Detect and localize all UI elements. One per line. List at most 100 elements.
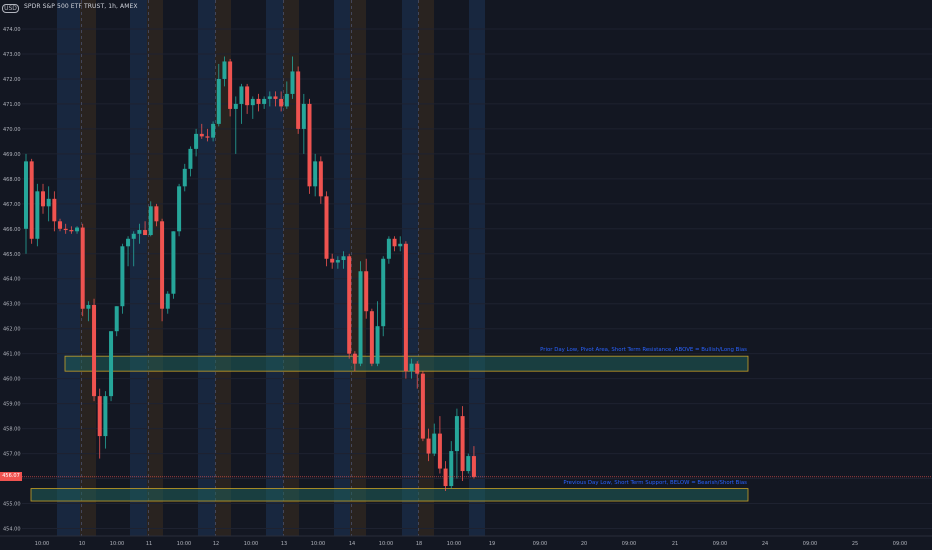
time-axis-bg — [0, 536, 932, 550]
candle[interactable] — [58, 218, 63, 232]
candle[interactable] — [177, 183, 182, 237]
candle[interactable] — [35, 183, 40, 247]
candle[interactable] — [97, 388, 102, 459]
price-tick-label: 464.00 — [3, 277, 21, 283]
candle-body — [273, 96, 278, 99]
candle[interactable] — [330, 253, 335, 269]
candle[interactable] — [420, 371, 425, 442]
candle[interactable] — [262, 96, 267, 109]
candle[interactable] — [364, 258, 369, 319]
candle[interactable] — [120, 243, 125, 314]
candle[interactable] — [250, 96, 255, 119]
candle[interactable] — [358, 261, 363, 367]
candle[interactable] — [205, 128, 210, 142]
candle[interactable] — [24, 153, 28, 254]
time-tick-label: 09:00 — [622, 541, 636, 547]
candle[interactable] — [471, 446, 476, 479]
candle[interactable] — [318, 156, 323, 204]
candle[interactable] — [148, 201, 153, 237]
time-tick-label: 11 — [146, 541, 152, 547]
candle[interactable] — [273, 91, 278, 107]
candle[interactable] — [307, 98, 312, 194]
support-zone — [30, 488, 749, 502]
candle[interactable] — [386, 236, 391, 264]
candle[interactable] — [375, 301, 380, 367]
candle[interactable] — [466, 453, 471, 474]
price-tick-label: 457.00 — [3, 452, 21, 458]
candle-body — [114, 306, 119, 332]
candle[interactable] — [92, 298, 97, 402]
candle[interactable] — [256, 93, 261, 112]
candle[interactable] — [109, 331, 114, 402]
candle[interactable] — [398, 236, 403, 252]
candle[interactable] — [182, 163, 187, 192]
candle[interactable] — [199, 123, 204, 139]
time-tick-label: 21 — [672, 541, 678, 547]
candle[interactable] — [381, 256, 386, 337]
candle[interactable] — [228, 58, 233, 117]
candle[interactable] — [211, 121, 216, 142]
time-tick-label: 10:00 — [35, 541, 49, 547]
candle[interactable] — [222, 56, 227, 87]
candle[interactable] — [347, 253, 352, 359]
candle[interactable] — [165, 291, 170, 314]
candle[interactable] — [369, 308, 374, 367]
candle[interactable] — [63, 223, 68, 234]
candle[interactable] — [160, 218, 165, 322]
candle[interactable] — [392, 236, 397, 252]
candle[interactable] — [131, 231, 136, 267]
candle[interactable] — [216, 63, 221, 127]
candle[interactable] — [301, 93, 306, 154]
candle[interactable] — [313, 153, 318, 197]
candle-body — [284, 93, 289, 107]
candle[interactable] — [188, 146, 193, 177]
candle[interactable] — [114, 306, 119, 337]
candle[interactable] — [171, 231, 176, 299]
candle[interactable] — [137, 223, 142, 244]
currency-badge[interactable]: USD — [2, 4, 19, 13]
session-bands — [57, 0, 485, 536]
session-band — [198, 0, 215, 536]
candle[interactable] — [103, 391, 108, 449]
candle[interactable] — [341, 251, 346, 269]
candle-body — [279, 98, 284, 107]
candle[interactable] — [126, 236, 131, 267]
candle[interactable] — [46, 186, 51, 222]
candle[interactable] — [443, 461, 448, 492]
candle[interactable] — [415, 361, 420, 389]
candle[interactable] — [52, 191, 57, 232]
candle[interactable] — [432, 423, 437, 457]
candle[interactable] — [143, 221, 148, 236]
candle[interactable] — [449, 441, 454, 489]
candle[interactable] — [296, 66, 301, 134]
candle[interactable] — [154, 203, 159, 227]
candle[interactable] — [245, 83, 250, 114]
candle[interactable] — [335, 256, 340, 269]
candle[interactable] — [194, 128, 199, 157]
candle-body — [137, 230, 142, 234]
candle[interactable] — [409, 358, 414, 379]
candle[interactable] — [29, 158, 34, 244]
candle[interactable] — [290, 56, 295, 99]
candle[interactable] — [69, 226, 74, 234]
candle[interactable] — [233, 96, 238, 154]
candle[interactable] — [41, 183, 46, 214]
candle[interactable] — [454, 408, 459, 479]
candle[interactable] — [239, 83, 244, 124]
symbol-title[interactable]: SPDR S&P 500 ETF TRUST, 1h, AMEX — [24, 3, 138, 10]
candle[interactable] — [80, 223, 85, 317]
candle[interactable] — [86, 301, 91, 322]
candle[interactable] — [324, 191, 329, 267]
candle[interactable] — [279, 91, 284, 112]
candle[interactable] — [403, 241, 408, 379]
candle-body — [381, 258, 386, 327]
candle[interactable] — [437, 416, 442, 474]
candle[interactable] — [460, 406, 465, 482]
candle[interactable] — [267, 91, 272, 107]
candle[interactable] — [284, 81, 289, 109]
candle[interactable] — [426, 428, 431, 462]
candle[interactable] — [75, 226, 80, 234]
candle[interactable] — [352, 351, 357, 372]
